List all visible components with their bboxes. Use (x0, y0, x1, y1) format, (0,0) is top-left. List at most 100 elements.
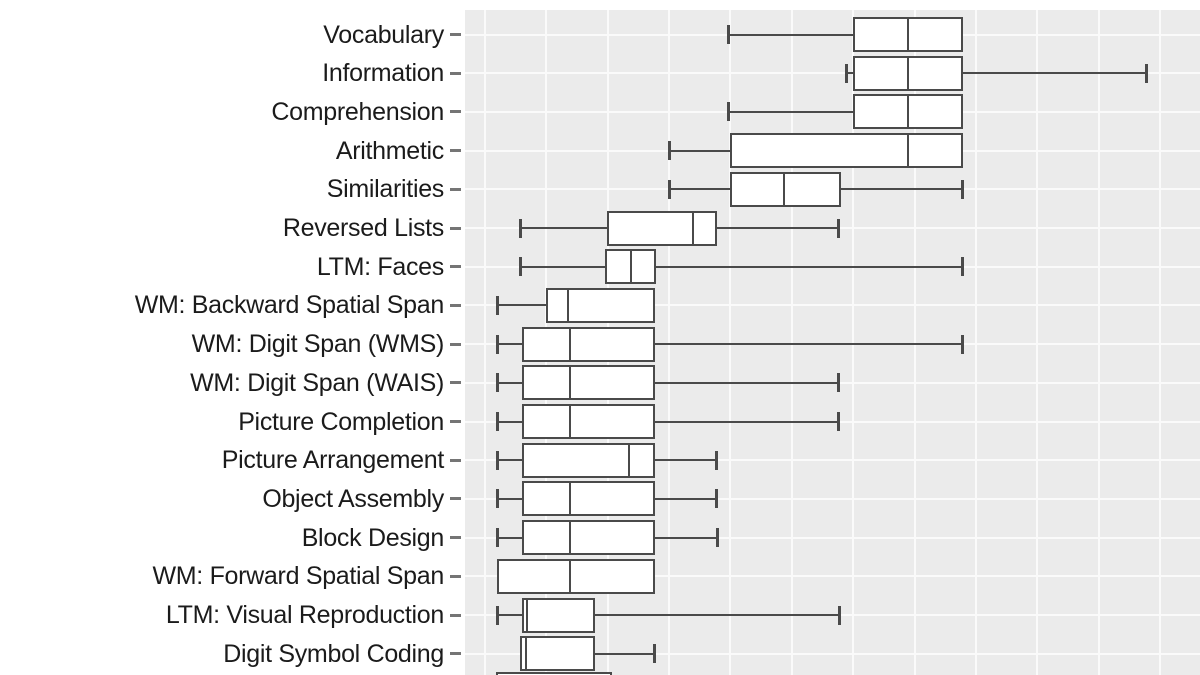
category-label-picture-arrangement: Picture Arrangement (221, 446, 445, 475)
whisker-high-line-similarities (841, 188, 963, 191)
whisker-low-cap-block-design (496, 528, 499, 548)
y-axis-tick (450, 110, 461, 114)
box-wm-forward-spatial-span (497, 558, 655, 594)
whisker-low-cap-wm-backward-spatial-span (496, 295, 499, 315)
vertical-gridline (975, 10, 977, 675)
whisker-low-line-ltm-faces (520, 265, 605, 268)
category-label-vocabulary: Vocabulary (323, 20, 444, 49)
category-label-wm-digit-span-wais: WM: Digit Span (WAIS) (190, 368, 444, 397)
whisker-high-line-information (963, 72, 1147, 75)
category-label-comprehension: Comprehension (271, 97, 444, 126)
whisker-low-cap-object-assembly (496, 489, 499, 509)
box-reversed-lists (607, 210, 717, 246)
whisker-high-cap-information (1145, 63, 1148, 83)
whisker-high-line-ltm-faces (656, 265, 963, 268)
box-ltm-visual-reproduction (522, 597, 595, 633)
y-axis-tick (450, 303, 461, 307)
horizontal-gridline (465, 575, 1200, 578)
whisker-low-line-arithmetic (669, 149, 730, 152)
median-line-reversed-lists (692, 212, 694, 244)
whisker-low-line-object-assembly (497, 497, 522, 500)
y-axis-tick (450, 149, 461, 153)
whisker-high-line-ltm-visual-reproduction (595, 614, 840, 616)
whisker-low-line-picture-arrangement (497, 459, 522, 462)
box-wm-backward-spatial-span (546, 287, 655, 323)
whisker-low-cap-wm-digit-span-wms (496, 334, 499, 354)
whisker-high-cap-reversed-lists (837, 218, 840, 238)
whisker-high-line-block-design (655, 536, 718, 539)
whisker-low-cap-comprehension (727, 102, 730, 122)
median-line-digit-symbol-coding (525, 638, 527, 670)
whisker-low-line-wm-digit-span-wais (497, 381, 522, 384)
whisker-high-cap-ltm-faces (961, 257, 964, 277)
whisker-low-cap-arithmetic (668, 141, 671, 161)
median-line-comprehension (907, 96, 909, 128)
median-line-object-assembly (569, 483, 571, 515)
category-label-ltm-visual-reproduction: LTM: Visual Reproduction (165, 601, 444, 629)
whisker-high-cap-digit-symbol-coding (653, 644, 656, 664)
whisker-low-line-similarities (669, 188, 730, 191)
category-label-picture-completion: Picture Completion (238, 407, 444, 436)
whisker-low-line-picture-completion (497, 420, 522, 423)
horizontal-gridline (465, 536, 1200, 539)
y-axis-tick (450, 613, 461, 617)
whisker-high-line-picture-arrangement (655, 459, 717, 462)
horizontal-gridline (465, 72, 1200, 75)
median-line-ltm-visual-reproduction (526, 599, 528, 631)
whisker-low-cap-wm-digit-span-wais (496, 373, 499, 393)
median-line-ltm-faces (630, 251, 632, 283)
whisker-high-line-digit-symbol-coding (595, 652, 655, 655)
whisker-high-line-picture-completion (655, 420, 839, 423)
box-block-design (522, 520, 655, 556)
y-axis-tick (450, 574, 461, 578)
whisker-low-cap-ltm-visual-reproduction (496, 605, 499, 625)
whisker-low-line-vocabulary (728, 33, 853, 36)
category-label-wm-backward-spatial-span: WM: Backward Spatial Span (134, 291, 445, 320)
y-axis-tick (450, 420, 461, 423)
y-axis-tick (450, 497, 461, 501)
y-axis-tick (450, 381, 461, 385)
whisker-low-cap-picture-completion (496, 412, 499, 431)
box-digit-symbol-coding (520, 636, 595, 672)
category-label-reversed-lists: Reversed Lists (282, 214, 444, 242)
horizontal-gridline (465, 497, 1200, 500)
whisker-high-line-reversed-lists (717, 227, 839, 229)
whisker-low-line-information (846, 72, 853, 75)
box-arithmetic (730, 133, 963, 169)
median-line-arithmetic (907, 135, 909, 167)
vertical-gridline (852, 10, 854, 675)
whisker-high-line-wm-digit-span-wais (655, 381, 839, 384)
y-axis-tick (450, 33, 461, 36)
y-axis-tick (450, 187, 461, 191)
box-picture-completion (522, 404, 655, 439)
box-object-assembly (522, 481, 655, 517)
whisker-low-line-wm-backward-spatial-span (497, 304, 546, 307)
category-label-arithmetic: Arithmetic (335, 136, 444, 165)
whisker-high-line-object-assembly (655, 497, 717, 500)
median-line-wm-backward-spatial-span (567, 289, 569, 321)
median-line-wm-forward-spatial-span (569, 560, 571, 592)
whisker-high-cap-picture-completion (837, 412, 840, 431)
category-label-wm-forward-spatial-span: WM: Forward Spatial Span (152, 562, 444, 591)
category-label-digit-symbol-coding: Digit Symbol Coding (223, 639, 444, 668)
vertical-gridline (914, 10, 916, 675)
whisker-low-cap-picture-arrangement (496, 450, 499, 470)
whisker-low-cap-ltm-faces (519, 257, 522, 277)
horizontal-gridline (465, 652, 1200, 655)
whisker-high-cap-wm-digit-span-wms (961, 334, 964, 354)
whisker-low-cap-vocabulary (727, 25, 730, 44)
y-axis-tick (450, 71, 461, 75)
whisker-high-cap-similarities (961, 179, 964, 199)
vertical-gridline (484, 10, 486, 675)
category-label-similarities: Similarities (326, 175, 445, 204)
median-line-vocabulary (907, 19, 909, 50)
median-line-wm-digit-span-wms (569, 328, 571, 360)
vertical-gridline (729, 10, 731, 675)
box-similarities (730, 171, 841, 207)
median-line-picture-completion (569, 406, 571, 437)
vertical-gridline (668, 10, 670, 675)
whisker-low-line-reversed-lists (520, 227, 607, 229)
whisker-low-cap-reversed-lists (519, 218, 522, 238)
box-picture-arrangement (522, 442, 655, 478)
